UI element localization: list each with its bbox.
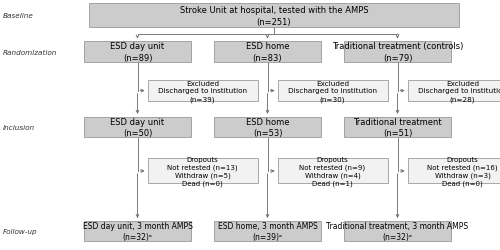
FancyBboxPatch shape: [214, 117, 322, 138]
FancyBboxPatch shape: [344, 221, 451, 242]
FancyBboxPatch shape: [148, 81, 258, 102]
FancyBboxPatch shape: [89, 4, 459, 28]
Text: Stroke Unit at hospital, tested with the AMPS
(n=251): Stroke Unit at hospital, tested with the…: [180, 6, 368, 26]
FancyBboxPatch shape: [84, 117, 192, 138]
Text: Dropouts
Not retested (n=13)
Withdraw (n=5)
Dead (n=0): Dropouts Not retested (n=13) Withdraw (n…: [167, 156, 238, 186]
Text: ESD home, 3 month AMPS
(n=39)ᵃ: ESD home, 3 month AMPS (n=39)ᵃ: [218, 221, 318, 242]
Text: Follow-up: Follow-up: [2, 228, 37, 234]
FancyBboxPatch shape: [84, 42, 192, 63]
Text: ESD home
(n=83): ESD home (n=83): [246, 42, 289, 63]
FancyBboxPatch shape: [408, 81, 500, 102]
Text: Excluded
Discharged to institution
(n=39): Excluded Discharged to institution (n=39…: [158, 80, 247, 102]
FancyBboxPatch shape: [278, 159, 388, 184]
FancyBboxPatch shape: [214, 42, 322, 63]
FancyBboxPatch shape: [148, 159, 258, 184]
Text: Traditional treatment
(n=51): Traditional treatment (n=51): [353, 117, 442, 138]
Text: Traditional treatment (controls)
(n=79): Traditional treatment (controls) (n=79): [332, 42, 463, 63]
Text: Baseline: Baseline: [2, 13, 34, 19]
FancyBboxPatch shape: [344, 42, 451, 63]
FancyBboxPatch shape: [344, 117, 451, 138]
Text: Excluded
Discharged to institution
(n=28): Excluded Discharged to institution (n=28…: [418, 80, 500, 102]
Text: Inclusion: Inclusion: [2, 124, 34, 130]
Text: ESD day unit
(n=50): ESD day unit (n=50): [110, 117, 164, 138]
FancyBboxPatch shape: [84, 221, 192, 242]
FancyBboxPatch shape: [408, 159, 500, 184]
Text: Dropouts
Not retested (n=16)
Withdraw (n=3)
Dead (n=0): Dropouts Not retested (n=16) Withdraw (n…: [427, 156, 498, 186]
FancyBboxPatch shape: [214, 221, 322, 242]
Text: Randomization: Randomization: [2, 50, 57, 56]
Text: Excluded
Discharged to institution
(n=30): Excluded Discharged to institution (n=30…: [288, 80, 377, 102]
Text: ESD day unit
(n=89): ESD day unit (n=89): [110, 42, 164, 63]
FancyBboxPatch shape: [278, 81, 388, 102]
Text: ESD day unit, 3 month AMPS
(n=32)ᵃ: ESD day unit, 3 month AMPS (n=32)ᵃ: [82, 221, 192, 242]
Text: Dropouts
Not retested (n=9)
Withdraw (n=4)
Dead (n=1): Dropouts Not retested (n=9) Withdraw (n=…: [300, 156, 366, 186]
Text: ESD home
(n=53): ESD home (n=53): [246, 117, 289, 138]
Text: Traditional treatment, 3 month AMPS
(n=32)ᵃ: Traditional treatment, 3 month AMPS (n=3…: [326, 221, 468, 242]
